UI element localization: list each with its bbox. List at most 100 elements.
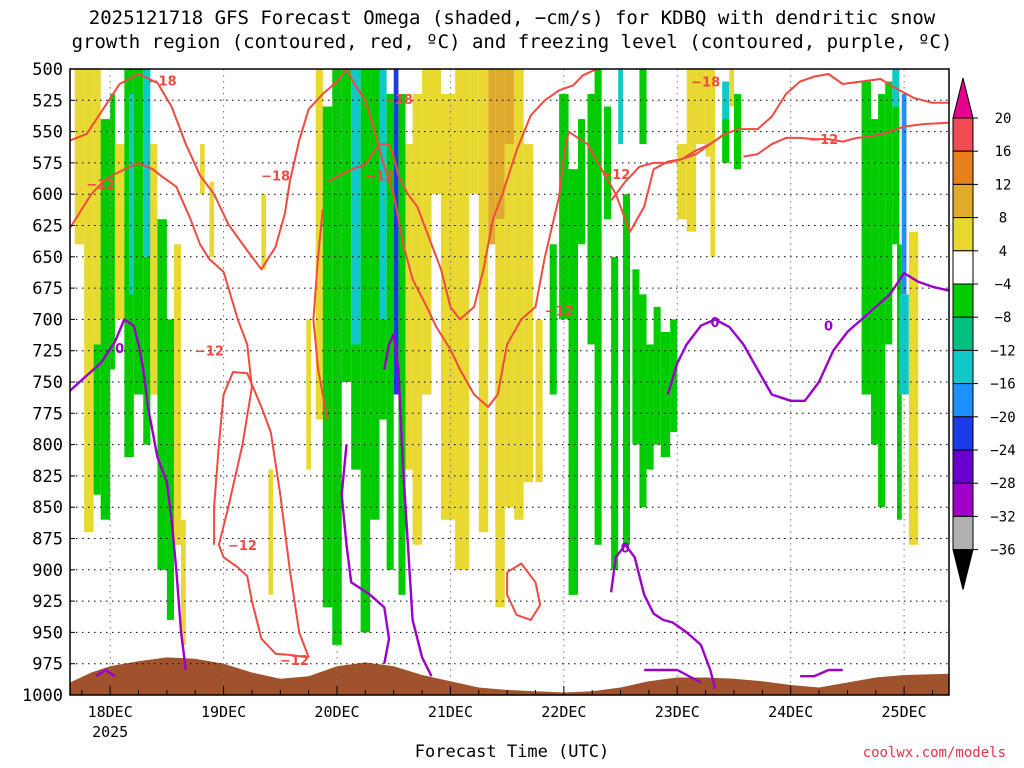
colorbar-segment <box>952 217 974 252</box>
omega-band <box>440 94 456 520</box>
colorbar-segment <box>952 316 974 351</box>
omega-band <box>143 256 151 445</box>
colorbar-label: 4 <box>999 244 1007 260</box>
x-tick-label: 24DEC <box>768 703 813 721</box>
freezing-level-contour <box>609 543 717 689</box>
y-tick-label: 600 <box>32 185 63 205</box>
omega-band <box>696 69 706 145</box>
omega-band <box>568 169 579 595</box>
y-tick-label: 625 <box>32 217 63 237</box>
omega-band <box>150 144 158 395</box>
colorbar-label: −8 <box>995 310 1012 326</box>
y-tick-label: 700 <box>32 310 63 330</box>
x-tick-label: 25DEC <box>882 703 927 721</box>
omega-band <box>632 269 640 445</box>
freezing-level-contour <box>800 668 843 678</box>
dendritic-contour <box>345 68 949 408</box>
omega-band <box>322 106 333 608</box>
omega-band <box>261 194 267 270</box>
omega-band <box>622 194 631 545</box>
omega-band <box>504 144 515 508</box>
dendritic-contour <box>743 121 950 158</box>
omega-band <box>100 119 111 520</box>
colorbar-label: 16 <box>995 144 1012 160</box>
freezing-level-contour <box>644 668 702 684</box>
colorbar-label: −4 <box>995 277 1012 293</box>
dendritic-contour <box>69 161 309 659</box>
contour-label: −12 <box>809 133 838 148</box>
omega-band <box>611 256 619 570</box>
omega-band <box>173 244 182 545</box>
omega-band <box>488 69 496 245</box>
omega-band <box>646 344 654 470</box>
colorbar-segment <box>952 150 974 185</box>
y-tick-label: 500 <box>32 60 63 80</box>
contour-label: 0 <box>824 320 833 335</box>
omega-band <box>143 69 151 257</box>
contour-labels: −18 −12 −18 −12 −18 −12 −12 −18 −12 −12 −12 −12 0 0 0 0 <box>86 74 838 669</box>
terrain <box>70 657 949 695</box>
x-tick-label: 20DEC <box>314 703 359 721</box>
y-tick-label: 950 <box>32 623 63 643</box>
omega-band <box>885 81 893 345</box>
omega-band <box>686 69 697 232</box>
contour-label: 0 <box>115 342 124 357</box>
omega-band <box>892 106 900 245</box>
omega-band <box>110 94 115 370</box>
contour-label: −18 <box>148 74 177 89</box>
colorbar-bottom-triangle <box>952 549 974 590</box>
grid-lines <box>70 69 949 695</box>
omega-band <box>653 306 661 445</box>
y-tick-label: 825 <box>32 467 63 487</box>
omega-band <box>710 156 716 257</box>
colorbar-segment <box>952 117 974 152</box>
colorbar-segment <box>952 515 974 551</box>
dendritic-contour <box>69 68 348 271</box>
omega-band <box>455 69 470 570</box>
contour-label: −12 <box>545 305 574 320</box>
omega-band <box>114 144 125 320</box>
colorbar: 20 16 12 8 4 −4 −8 −12 −16 −20 −24 −28 −32 −36 <box>952 77 1016 590</box>
omega-band <box>74 69 85 245</box>
dendritic-contour <box>312 209 329 420</box>
omega-band <box>722 119 730 163</box>
omega-band <box>594 69 602 545</box>
omega-band <box>559 94 569 320</box>
omega-band <box>729 69 734 107</box>
contour-label: −18 <box>261 169 290 184</box>
x-axis-label: Forecast Time (UTC) <box>414 742 610 762</box>
colorbar-segment <box>952 183 974 219</box>
title-line-1: 2025121718 GFS Forecast Omega (shaded, −… <box>88 7 936 29</box>
omega-band <box>604 106 612 220</box>
y-tick-label: 850 <box>32 498 63 518</box>
colorbar-label: −32 <box>990 509 1015 525</box>
omega-band <box>332 69 342 645</box>
omega-band <box>351 344 361 470</box>
contour-label: 0 <box>621 541 630 556</box>
title-line-2: growth region (contoured, red, ºC) and f… <box>71 31 953 53</box>
omega-band <box>93 344 101 495</box>
omega-band <box>405 144 413 470</box>
omega-band <box>478 69 489 533</box>
omega-band <box>370 69 380 520</box>
freezing-level-contour <box>95 668 116 678</box>
omega-band <box>639 294 647 508</box>
y-tick-label: 775 <box>32 404 63 424</box>
omega-band <box>861 81 872 395</box>
y-tick-label: 975 <box>32 655 63 675</box>
omega-band <box>908 231 919 545</box>
x-tick-label: 23DEC <box>655 703 700 721</box>
omega-band <box>535 319 543 483</box>
dendritic-contour <box>213 371 310 658</box>
omega-band <box>469 69 479 195</box>
omega-band <box>93 69 101 345</box>
dendritic-contour <box>327 68 598 321</box>
colorbar-label: 8 <box>999 211 1007 227</box>
omega-band <box>871 119 879 445</box>
omega-band <box>133 69 144 395</box>
freezing-level-contour <box>666 271 950 402</box>
colorbar-segment <box>952 449 974 484</box>
y-tick-label: 575 <box>32 154 63 174</box>
colorbar-label: −24 <box>990 443 1015 459</box>
